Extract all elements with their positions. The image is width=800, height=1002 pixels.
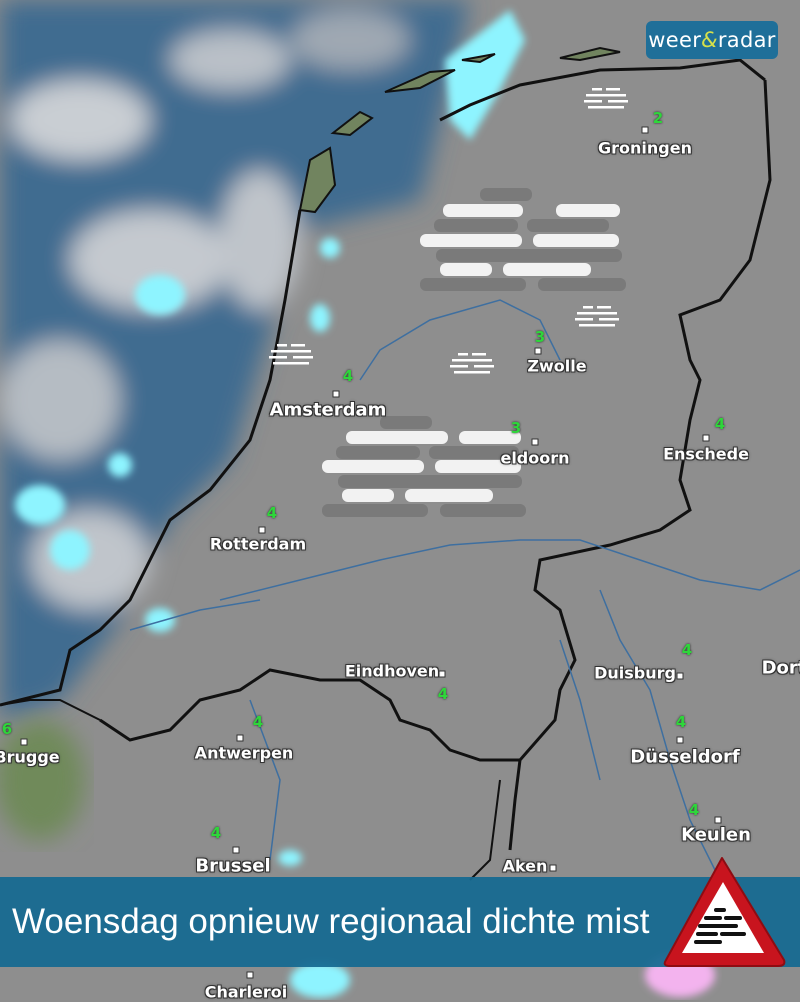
- logo-text: weer: [648, 28, 702, 52]
- city-marker: [20, 738, 28, 746]
- headline-banner: Woensdag opnieuw regionaal dichte mist: [0, 877, 800, 967]
- temperature-label: 3: [510, 419, 522, 437]
- city-label: Zwolle: [527, 356, 587, 376]
- city-marker: [714, 816, 722, 824]
- city-marker: [232, 846, 240, 854]
- city-label: Eindhoven: [344, 661, 440, 681]
- borders: [0, 58, 772, 881]
- temperature-label: 4: [266, 504, 278, 522]
- temperature-label: 4: [342, 367, 354, 385]
- city-label: Dort: [761, 657, 800, 679]
- fog-icon: [584, 88, 628, 109]
- fog-icons: [269, 88, 628, 374]
- city-label: Enschede: [663, 444, 749, 464]
- temperature-label: 4: [437, 685, 449, 703]
- city-marker: [438, 670, 446, 678]
- fog-icon: [450, 353, 494, 374]
- city-marker: [531, 438, 539, 446]
- city-marker: [549, 864, 557, 872]
- city-label: Keulen: [681, 824, 751, 846]
- city-label: Brussel: [195, 855, 271, 877]
- city-marker: [702, 434, 710, 442]
- city-label: Groningen: [598, 138, 692, 158]
- fog-warning-triangle-icon: [663, 857, 786, 967]
- fog-icon: [269, 344, 313, 365]
- fog-area-north: [420, 188, 626, 291]
- temperature-label: 4: [210, 824, 222, 842]
- temperature-label: 4: [252, 713, 264, 731]
- temperature-label: 4: [714, 415, 726, 433]
- city-label: Düsseldorf: [630, 746, 740, 768]
- city-marker: [534, 347, 542, 355]
- cloud-cover: [0, 0, 470, 720]
- city-label: Duisburg: [594, 663, 676, 683]
- city-label: eldoorn: [500, 448, 570, 468]
- city-label: Aken: [502, 856, 548, 876]
- temperature-label: 4: [688, 801, 700, 819]
- temperature-label: 4: [675, 713, 687, 731]
- city-label: Rotterdam: [209, 534, 307, 554]
- fog-area-central: [322, 416, 526, 517]
- temperature-label: 2: [652, 109, 664, 127]
- city-label: Charleroi: [204, 982, 288, 1002]
- rivers: [129, 299, 800, 881]
- logo-ampersand: &: [701, 28, 718, 52]
- city-label: Brugge: [0, 747, 60, 767]
- city-marker: [641, 126, 649, 134]
- city-label: Antwerpen: [194, 743, 294, 763]
- logo-text: radar: [717, 28, 776, 52]
- city-marker: [676, 736, 684, 744]
- city-marker: [246, 971, 254, 979]
- wadden-islands: [298, 46, 621, 214]
- city-marker: [332, 390, 340, 398]
- temperature-label: 3: [534, 328, 546, 346]
- weer-en-radar-logo: weer&radar: [646, 21, 778, 59]
- temperature-label: 6: [1, 720, 13, 738]
- city-label: Amsterdam: [269, 399, 387, 421]
- city-marker: [676, 672, 684, 680]
- fog-icon: [575, 306, 619, 327]
- temperature-label: 4: [681, 641, 693, 659]
- city-marker: [258, 526, 266, 534]
- headline: Woensdag opnieuw regionaal dichte mist: [12, 902, 650, 941]
- city-marker: [236, 734, 244, 742]
